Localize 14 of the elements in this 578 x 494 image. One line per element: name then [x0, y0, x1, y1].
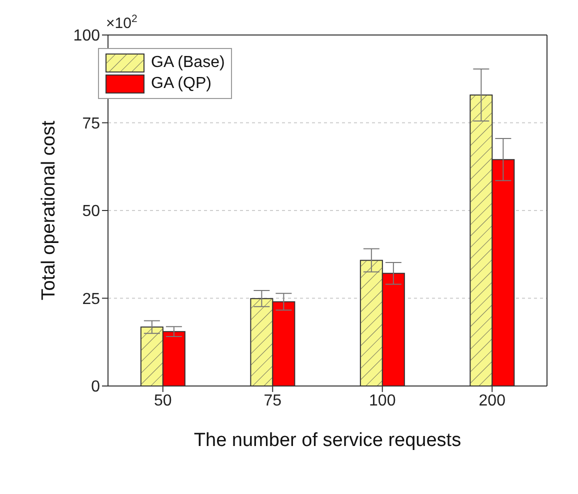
legend-label: GA (Base) — [151, 54, 225, 72]
y-tick-label: 75 — [82, 115, 100, 132]
x-tick-label: 75 — [264, 392, 282, 410]
y-tick-label: 25 — [82, 290, 100, 308]
x-tick-label: 50 — [154, 392, 172, 410]
x-axis-title: The number of service requests — [194, 430, 462, 451]
legend-label: GA (QP) — [151, 75, 212, 93]
x-tick-label: 200 — [478, 392, 506, 410]
y-tick-label: 0 — [91, 378, 100, 396]
text: ×10$^{2}$ — [106, 13, 138, 32]
y-tick-label: 100 — [73, 28, 100, 45]
y-axis-title: Total operational cost — [38, 120, 60, 300]
x-tick-label: 100 — [369, 392, 396, 410]
y-tick-label: 50 — [82, 203, 100, 220]
